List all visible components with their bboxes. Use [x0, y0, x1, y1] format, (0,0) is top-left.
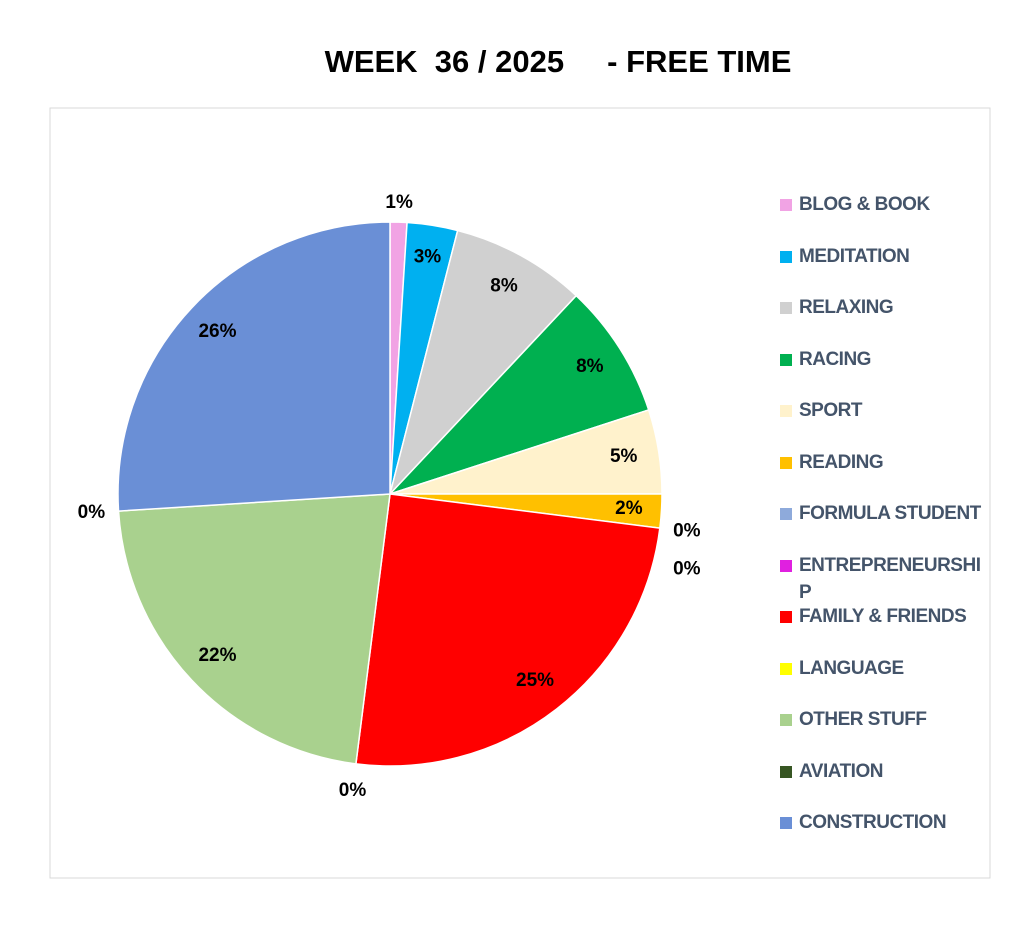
data-label: 25%: [516, 670, 554, 691]
legend-swatch: [780, 199, 792, 211]
legend-swatch: [780, 559, 792, 572]
data-label: 2%: [615, 498, 643, 519]
data-label: 8%: [576, 356, 604, 377]
legend-label: SPORT: [799, 400, 862, 421]
legend-label: FAMILY & FRIENDS: [799, 606, 967, 627]
data-label: 0%: [673, 559, 701, 580]
data-label: 1%: [385, 192, 413, 213]
chart-title: WEEK 36 / 2025 - FREE TIME: [324, 44, 792, 79]
pie-slice: [389, 294, 650, 495]
data-label: 26%: [198, 321, 236, 342]
legend-swatch: [780, 456, 792, 469]
legend-swatch: [780, 250, 792, 263]
legend-label: LANGUAGE: [799, 657, 904, 679]
legend-label: RACING: [799, 348, 871, 370]
legend-swatch: [780, 662, 792, 675]
legend-label: ENTREPRENEURSHIP: [799, 554, 981, 603]
data-label: 0%: [339, 780, 367, 801]
pie-slice: [117, 221, 391, 512]
data-label: 22%: [198, 645, 236, 666]
legend-swatch: [780, 508, 792, 520]
data-label: 0%: [78, 502, 106, 523]
legend-label: FORMULA STUDENT: [799, 503, 981, 524]
legend-swatch: [780, 765, 792, 778]
data-label: 0%: [673, 521, 701, 542]
legend-swatch: [780, 817, 792, 829]
legend-swatch: [780, 353, 792, 366]
legend-label: BLOG & BOOK: [799, 194, 930, 215]
legend-label: CONSTRUCTION: [799, 812, 947, 833]
plot-frame: [49, 107, 991, 879]
pie-slice: [389, 229, 578, 495]
pie-slice: [355, 493, 661, 767]
legend-label: OTHER STUFF: [799, 709, 927, 730]
data-label: 8%: [490, 276, 518, 297]
pie-slice: [117, 493, 391, 765]
legend-swatch: [780, 302, 792, 314]
legend-label: RELAXING: [799, 297, 894, 318]
legend-swatch: [780, 405, 792, 417]
data-label: 5%: [610, 446, 638, 467]
legend-label: AVIATION: [799, 760, 883, 782]
legend-label: READING: [799, 451, 884, 473]
legend-label: MEDITATION: [799, 245, 910, 267]
legend-swatch: [780, 714, 792, 726]
legend-swatch: [780, 611, 792, 623]
data-label: 3%: [414, 247, 442, 268]
